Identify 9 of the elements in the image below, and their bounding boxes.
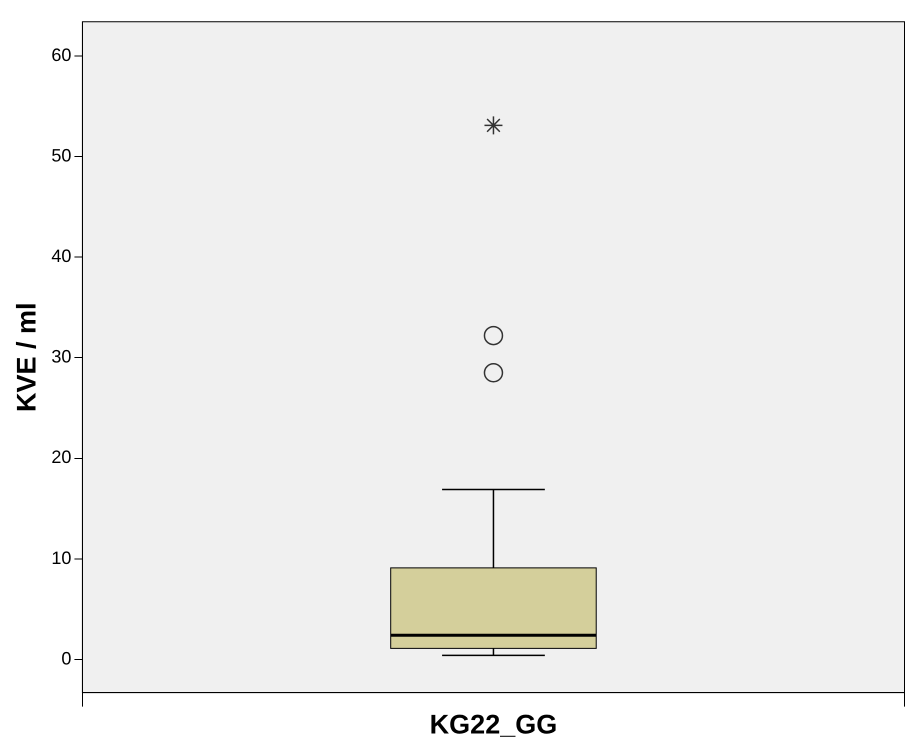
y-tick-label: 20: [51, 447, 72, 468]
y-tick-label: 60: [51, 44, 72, 65]
y-tick-label: 40: [51, 246, 72, 266]
y-tick-label: 50: [51, 146, 72, 166]
y-tick-label: 30: [51, 346, 72, 367]
y-axis-title: KVE / ml: [12, 302, 42, 412]
y-tick-label: 0: [61, 648, 72, 668]
x-tick-label: KG22_GG: [430, 709, 558, 740]
y-tick-label: 10: [51, 548, 72, 568]
